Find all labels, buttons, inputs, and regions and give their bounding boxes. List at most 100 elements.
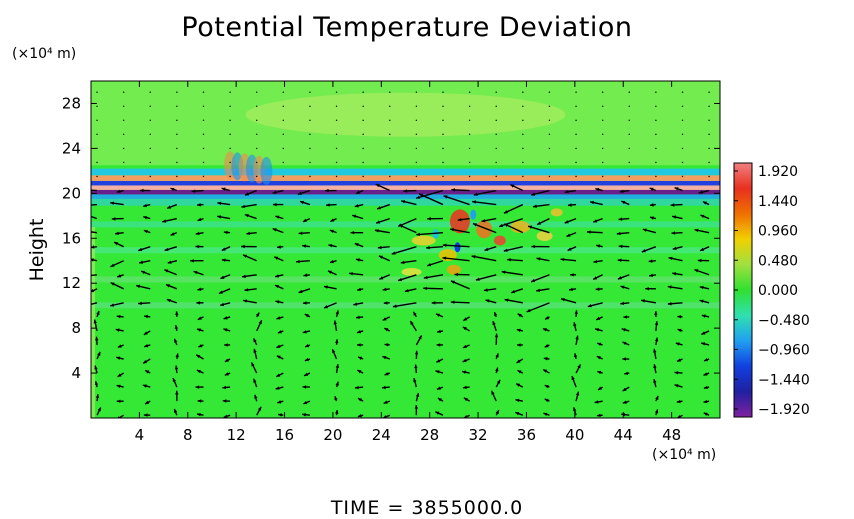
velocity-dot xyxy=(575,161,577,164)
upper-warm-patch xyxy=(245,92,566,137)
velocity-vector xyxy=(110,302,124,307)
velocity-vector xyxy=(116,274,124,278)
velocity-vector xyxy=(442,256,470,262)
velocity-vector xyxy=(244,288,257,292)
velocity-dot xyxy=(229,161,231,164)
velocity-vector xyxy=(140,270,151,276)
velocity-vector xyxy=(272,227,284,234)
velocity-vector xyxy=(699,299,710,304)
velocity-dot xyxy=(202,91,205,93)
velocity-vector xyxy=(516,358,524,364)
velocity-vector xyxy=(653,348,657,360)
velocity-dot xyxy=(681,133,684,136)
velocity-vector xyxy=(510,288,524,294)
velocity-vector xyxy=(427,216,444,221)
velocity-vector xyxy=(143,215,151,220)
chart-title: Potential Temperature Deviation xyxy=(181,12,633,43)
velocity-vector xyxy=(436,386,444,391)
velocity-vector xyxy=(377,245,390,250)
velocity-dot xyxy=(522,147,524,150)
velocity-vector xyxy=(516,343,523,347)
velocity-dot xyxy=(96,175,98,178)
velocity-vector xyxy=(592,274,603,280)
velocity-dot xyxy=(548,147,551,150)
velocity-vector xyxy=(617,274,630,280)
velocity-vector xyxy=(672,246,683,250)
velocity-vector xyxy=(276,344,284,349)
velocity-vector xyxy=(586,230,603,234)
velocity-dot xyxy=(708,147,710,150)
velocity-vector xyxy=(462,344,470,349)
velocity-vector xyxy=(196,328,204,332)
velocity-dot xyxy=(468,105,471,107)
velocity-vector xyxy=(436,343,443,347)
velocity-vector xyxy=(703,399,710,404)
velocity-vector xyxy=(403,189,417,193)
velocity-vector xyxy=(95,336,99,346)
velocity-vector xyxy=(435,370,444,374)
velocity-vector xyxy=(517,369,524,374)
velocity-vector xyxy=(96,310,100,318)
velocity-vector xyxy=(275,215,284,220)
velocity-vector xyxy=(515,411,524,416)
velocity-vector xyxy=(355,189,364,195)
velocity-dot xyxy=(335,161,338,164)
velocity-vector xyxy=(654,311,658,317)
velocity-vector xyxy=(618,244,630,249)
velocity-vector xyxy=(568,287,577,292)
velocity-vector xyxy=(495,353,499,360)
velocity-dot xyxy=(122,147,125,150)
velocity-vector xyxy=(138,301,151,306)
velocity-dot xyxy=(655,147,657,150)
velocity-vector xyxy=(671,231,683,235)
velocity-dot xyxy=(628,91,630,93)
velocity-vector xyxy=(252,337,258,346)
velocity-vector xyxy=(94,365,98,374)
velocity-vector xyxy=(110,281,124,290)
velocity-dot xyxy=(415,147,418,150)
velocity-vector xyxy=(645,286,656,291)
velocity-vector xyxy=(536,257,550,262)
velocity-vector xyxy=(95,394,100,402)
velocity-vector xyxy=(142,384,151,388)
velocity-vector xyxy=(622,341,630,346)
velocity-dot xyxy=(282,147,285,150)
velocity-vector xyxy=(241,274,257,279)
velocity-vector xyxy=(530,274,550,283)
velocity-vector xyxy=(484,246,497,252)
velocity-vector xyxy=(397,217,417,227)
velocity-vector xyxy=(384,327,391,332)
velocity-vector xyxy=(144,344,151,348)
velocity-vector xyxy=(493,311,498,318)
velocity-dot xyxy=(468,91,471,93)
velocity-dot xyxy=(389,105,391,107)
velocity-vector xyxy=(117,372,125,378)
velocity-dot xyxy=(548,119,551,122)
mid-level-streak xyxy=(91,221,720,228)
velocity-vector xyxy=(503,223,524,234)
velocity-vector xyxy=(694,268,710,276)
velocity-vector xyxy=(223,316,231,320)
velocity-vector xyxy=(330,217,337,223)
velocity-dot xyxy=(681,147,684,150)
velocity-dot xyxy=(415,175,418,178)
velocity-vector xyxy=(275,300,284,304)
velocity-vector xyxy=(450,228,470,234)
velocity-vector xyxy=(531,244,550,249)
velocity-vector xyxy=(594,328,603,332)
y-tick-label: 4 xyxy=(71,364,81,382)
velocity-vector xyxy=(224,372,231,376)
velocity-vector xyxy=(191,189,204,193)
velocity-vector xyxy=(622,357,630,361)
velocity-vector xyxy=(701,330,710,336)
wave-perturbation xyxy=(260,156,273,185)
velocity-vector xyxy=(501,270,523,276)
tropopause-band xyxy=(91,180,720,186)
velocity-dot xyxy=(389,161,391,164)
velocity-dot xyxy=(495,147,497,150)
x-tick-label: 4 xyxy=(135,426,145,444)
velocity-vector xyxy=(277,413,284,417)
velocity-vector xyxy=(699,285,710,290)
velocity-dot xyxy=(601,147,604,150)
velocity-vector xyxy=(655,395,659,402)
